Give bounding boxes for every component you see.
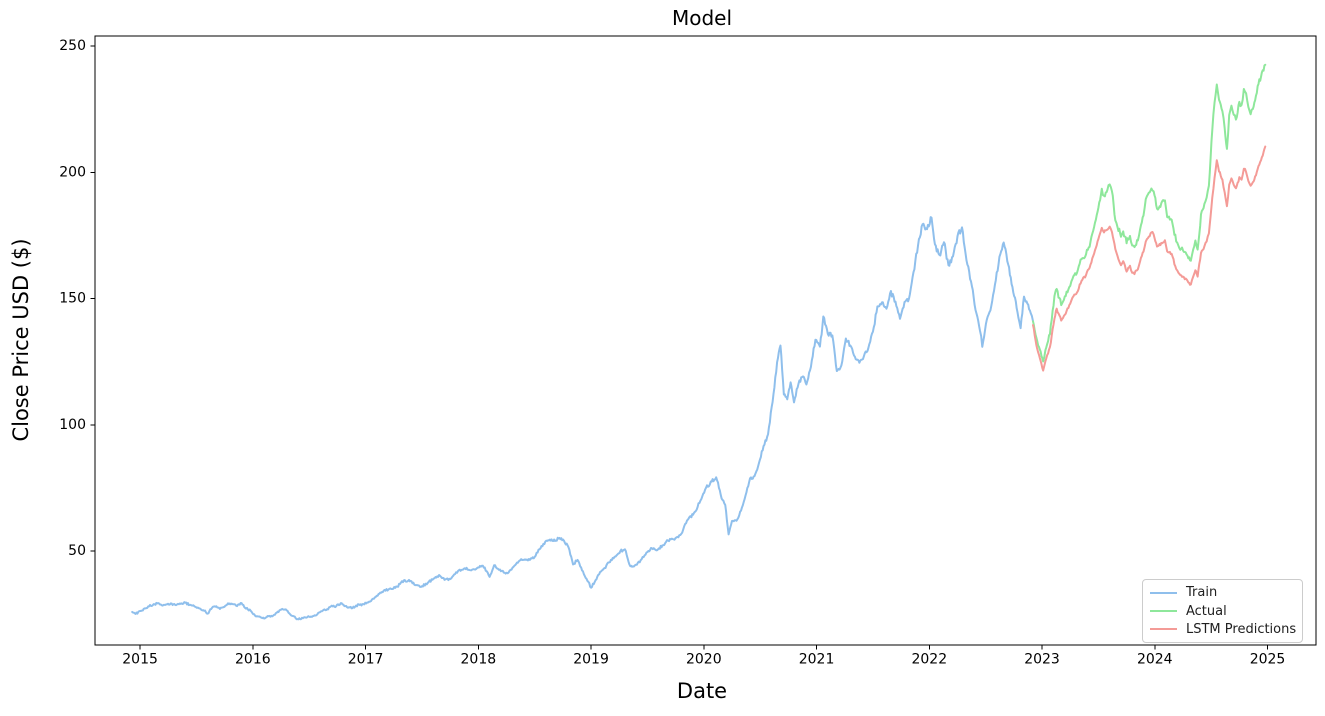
x-tick-label-2015: 2015 <box>122 652 158 668</box>
legend-swatch-actual-line <box>1150 610 1177 612</box>
x-tick-label-2024: 2024 <box>1137 652 1173 668</box>
series-line-actual <box>1032 63 1267 363</box>
series-line-train <box>131 216 1035 621</box>
legend-swatch-lstm-predictions-line <box>1150 628 1177 631</box>
x-tick-label-2019: 2019 <box>573 652 609 668</box>
series-line-lstm-predictions <box>1032 145 1267 372</box>
legend-swatch-train-line <box>1150 591 1177 594</box>
legend-label-actual: Actual <box>1186 603 1227 619</box>
y-tick-label-250: 250 <box>59 38 86 54</box>
x-tick-label-2021: 2021 <box>799 652 835 668</box>
y-tick-label-50: 50 <box>68 543 86 559</box>
x-tick-label-2020: 2020 <box>686 652 722 668</box>
y-tick-label-150: 150 <box>59 291 86 307</box>
legend-item-train: Train <box>1150 585 1295 600</box>
x-axis-label: Date <box>676 679 728 703</box>
legend-label-train: Train <box>1186 585 1218 601</box>
y-tick-label-100: 100 <box>59 417 86 433</box>
legend-item-lstm-predictions: LSTM Predictions <box>1150 621 1297 637</box>
legend: Train Actual LSTM Predictions <box>1142 579 1303 643</box>
x-tick-label-2025: 2025 <box>1250 652 1286 668</box>
y-tick-label-200: 200 <box>59 164 86 180</box>
x-tick-label-2017: 2017 <box>348 652 384 668</box>
x-tick-label-2023: 2023 <box>1024 652 1060 668</box>
x-tick-label-2018: 2018 <box>461 652 497 668</box>
x-tick-label-2022: 2022 <box>911 652 947 668</box>
axes-spines <box>94 35 1317 646</box>
legend-label-lstm-predictions: LSTM Predictions <box>1186 621 1297 637</box>
x-tick-label-2016: 2016 <box>235 652 271 668</box>
legend-item-actual: Actual <box>1150 604 1295 619</box>
chart-title: Model <box>671 6 733 30</box>
